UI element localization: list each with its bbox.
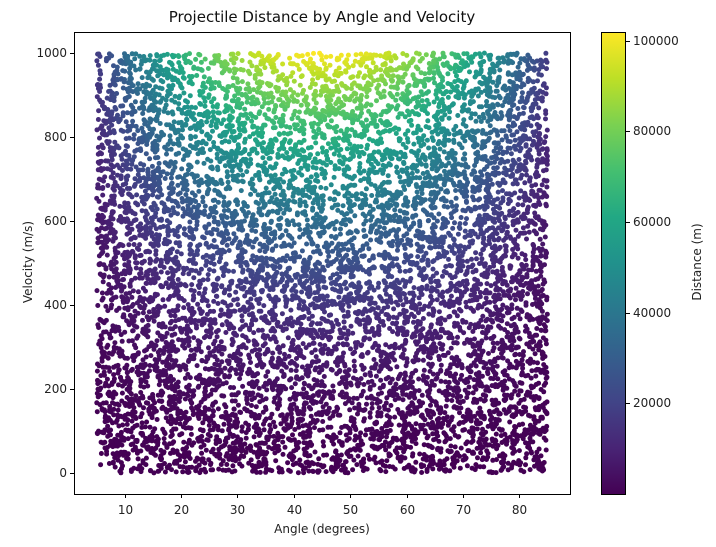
colorbar-label: Distance (m)	[690, 223, 704, 301]
colorbar-tick-label: 80000	[633, 123, 672, 138]
colorbar-tick-label: 100000	[633, 33, 679, 48]
x-tick-label: 10	[117, 503, 134, 517]
data-points	[94, 50, 550, 476]
x-axis-label: Angle (degrees)	[274, 522, 370, 536]
y-tick-label: 0	[59, 465, 67, 480]
colorbar-tick-label: 60000	[633, 214, 672, 229]
x-tick-label: 50	[342, 503, 359, 517]
x-tick-label: 80	[511, 503, 528, 517]
x-tick-label: 40	[286, 503, 303, 517]
y-tick-label: 400	[44, 297, 67, 312]
y-tick-label: 600	[44, 213, 67, 228]
y-tick-label: 800	[44, 129, 67, 144]
colorbar-tick-label: 40000	[633, 305, 672, 320]
y-axis	[70, 53, 74, 474]
plot-frame	[74, 32, 571, 495]
chart-title: Projectile Distance by Angle and Velocit…	[168, 8, 476, 26]
y-tick-label: 1000	[36, 45, 67, 60]
colorbar-tick-label: 20000	[633, 395, 672, 410]
x-tick-label: 60	[399, 503, 416, 517]
x-axis	[125, 494, 520, 498]
x-tick-label: 30	[229, 503, 246, 517]
x-tick-label: 70	[455, 503, 472, 517]
x-tick-label: 20	[173, 503, 190, 517]
y-tick-label: 200	[44, 381, 67, 396]
colorbar	[601, 32, 626, 495]
colorbar-axis	[626, 41, 630, 404]
